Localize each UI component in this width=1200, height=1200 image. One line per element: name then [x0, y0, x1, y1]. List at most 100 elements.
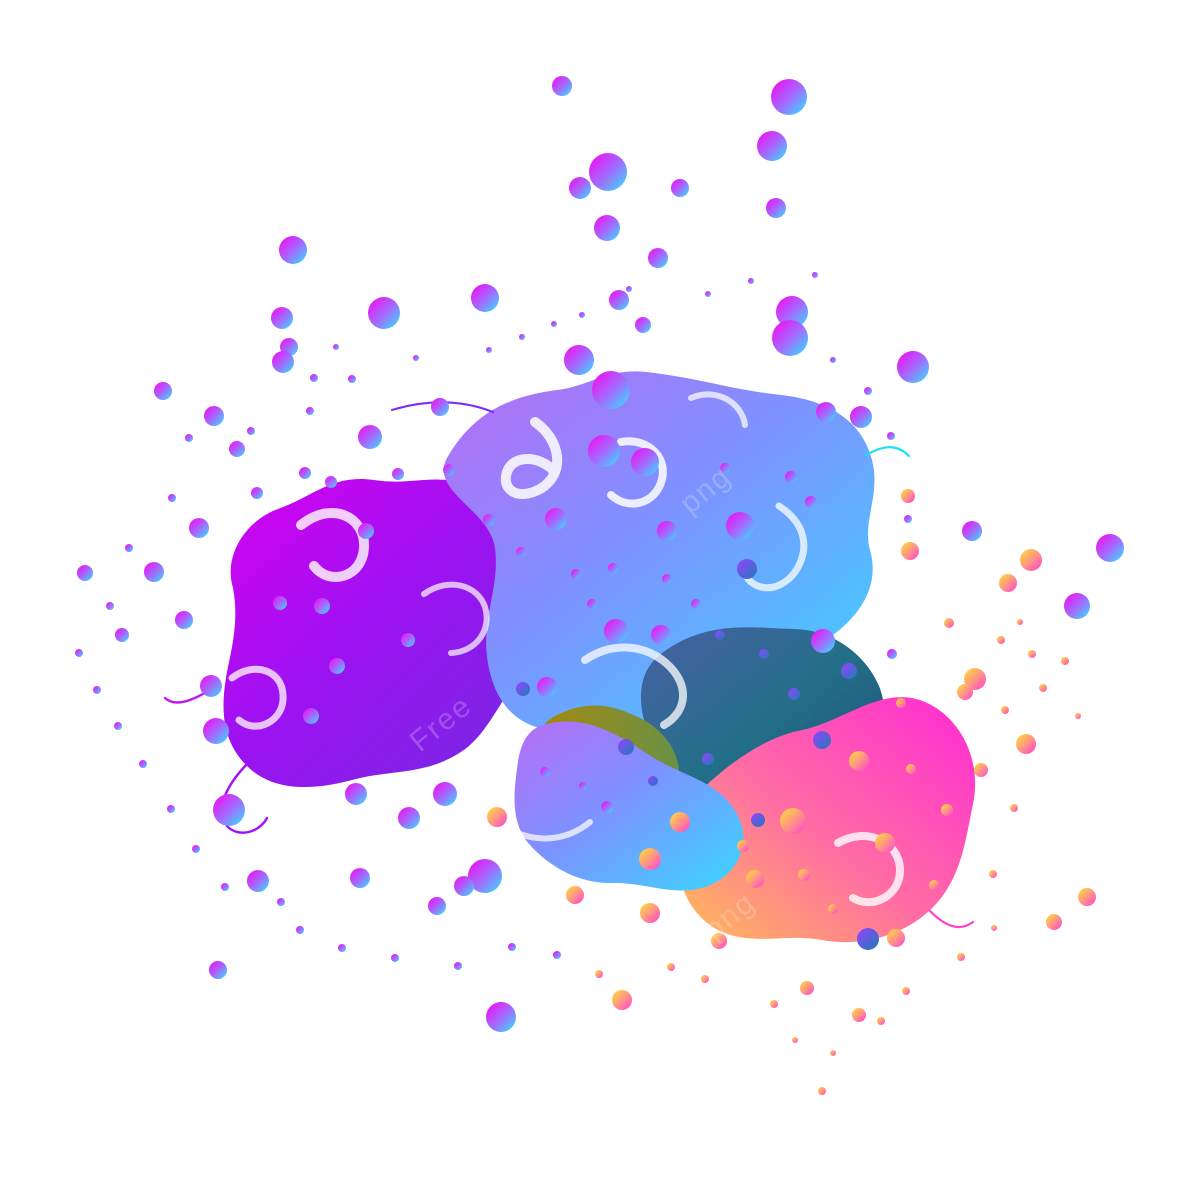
paint-dot [595, 970, 603, 978]
paint-dot [1017, 619, 1023, 625]
paint-dot [702, 753, 714, 765]
paint-dot [310, 374, 318, 382]
paint-dot [896, 698, 906, 708]
paint-dot [299, 467, 311, 479]
paint-dot [209, 961, 227, 979]
paint-dot [204, 406, 224, 426]
paint-dot [887, 649, 897, 659]
paint-dot [631, 448, 659, 476]
paint-dot [303, 708, 319, 724]
paint-dot [991, 925, 997, 931]
paint-dot [701, 975, 709, 983]
white-swirl-6 [228, 665, 287, 730]
paint-dot [780, 808, 806, 834]
paint-dot [737, 559, 757, 579]
white-swirl-5 [296, 508, 370, 582]
paint-dot [691, 599, 701, 609]
paint-dot [433, 782, 457, 806]
paint-dot [398, 807, 420, 829]
paint-dot [277, 898, 285, 906]
paint-dot [589, 153, 627, 191]
paint-dot [785, 471, 797, 483]
paint-dot [857, 928, 879, 950]
paint-dot [392, 468, 404, 480]
paint-dot [272, 351, 294, 373]
paint-dot [279, 236, 307, 264]
paint-dot [757, 131, 787, 161]
paint-dot [989, 870, 997, 878]
paint-dot [587, 599, 597, 609]
paint-dot [348, 375, 356, 383]
paint-dot [168, 494, 176, 502]
white-swirl-1 [500, 417, 562, 499]
paint-dot [772, 320, 808, 356]
paint-dot [770, 1000, 778, 1008]
paint-dot [251, 487, 263, 499]
paint-dot [345, 783, 367, 805]
paint-dot [189, 518, 209, 538]
paint-dot [154, 382, 172, 400]
paint-dot [711, 933, 727, 949]
paint-dot [552, 76, 572, 96]
splash-dots [75, 76, 1124, 1095]
paint-dot [612, 990, 632, 1010]
paint-dot [766, 198, 786, 218]
paint-dot [864, 387, 872, 395]
paint-dot [929, 880, 939, 890]
paint-dot [569, 177, 591, 199]
paint-dot [468, 859, 502, 893]
paint-dot [483, 514, 495, 526]
paint-dot [1046, 914, 1062, 930]
paint-dot [748, 278, 754, 284]
paint-dot [841, 663, 857, 679]
paint-dot [877, 1017, 885, 1025]
paint-dot [1028, 650, 1036, 658]
paint-dot [333, 344, 339, 350]
paint-dot [720, 463, 730, 473]
paint-dot [875, 833, 895, 853]
paint-dot [553, 951, 561, 959]
paint-dot [537, 677, 557, 697]
paint-dot [454, 962, 462, 970]
paint-dot [604, 619, 628, 643]
paint-dot [358, 425, 382, 449]
paint-dot [545, 508, 567, 530]
paint-dot [247, 870, 269, 892]
paint-dot [579, 312, 585, 318]
paint-dot [737, 840, 749, 852]
paint-dot [487, 807, 507, 827]
paint-dot [519, 334, 525, 340]
white-swirl-8 [421, 581, 490, 656]
paint-dot [887, 929, 905, 947]
paint-dot [901, 489, 915, 503]
paint-dot [192, 845, 200, 853]
paint-dot [368, 297, 400, 329]
paint-dot [1075, 713, 1081, 719]
paint-dot [830, 1050, 836, 1056]
white-swirl-3 [740, 502, 808, 592]
paint-dot [657, 521, 677, 541]
paint-dot [601, 801, 613, 813]
paint-dot [551, 321, 557, 327]
paint-dot [350, 868, 370, 888]
paint-dot [957, 684, 973, 700]
paint-dot [1064, 593, 1090, 619]
paint-dot [640, 903, 660, 923]
paint-dot [776, 296, 808, 328]
paint-dot [486, 347, 492, 353]
paint-dot [1001, 706, 1009, 714]
paint-dot [306, 407, 314, 415]
paint-dot [944, 618, 954, 628]
paint-dot [964, 668, 986, 690]
paint-dot [75, 649, 83, 657]
paint-dot [651, 625, 671, 645]
paint-dot [816, 402, 836, 422]
paint-dot [571, 569, 581, 579]
paint-dot [428, 897, 446, 915]
paint-dot [540, 767, 550, 777]
paint-dot [850, 406, 872, 428]
paint-dot [247, 427, 255, 435]
paint-dot [566, 886, 584, 904]
paint-dot [516, 682, 530, 696]
